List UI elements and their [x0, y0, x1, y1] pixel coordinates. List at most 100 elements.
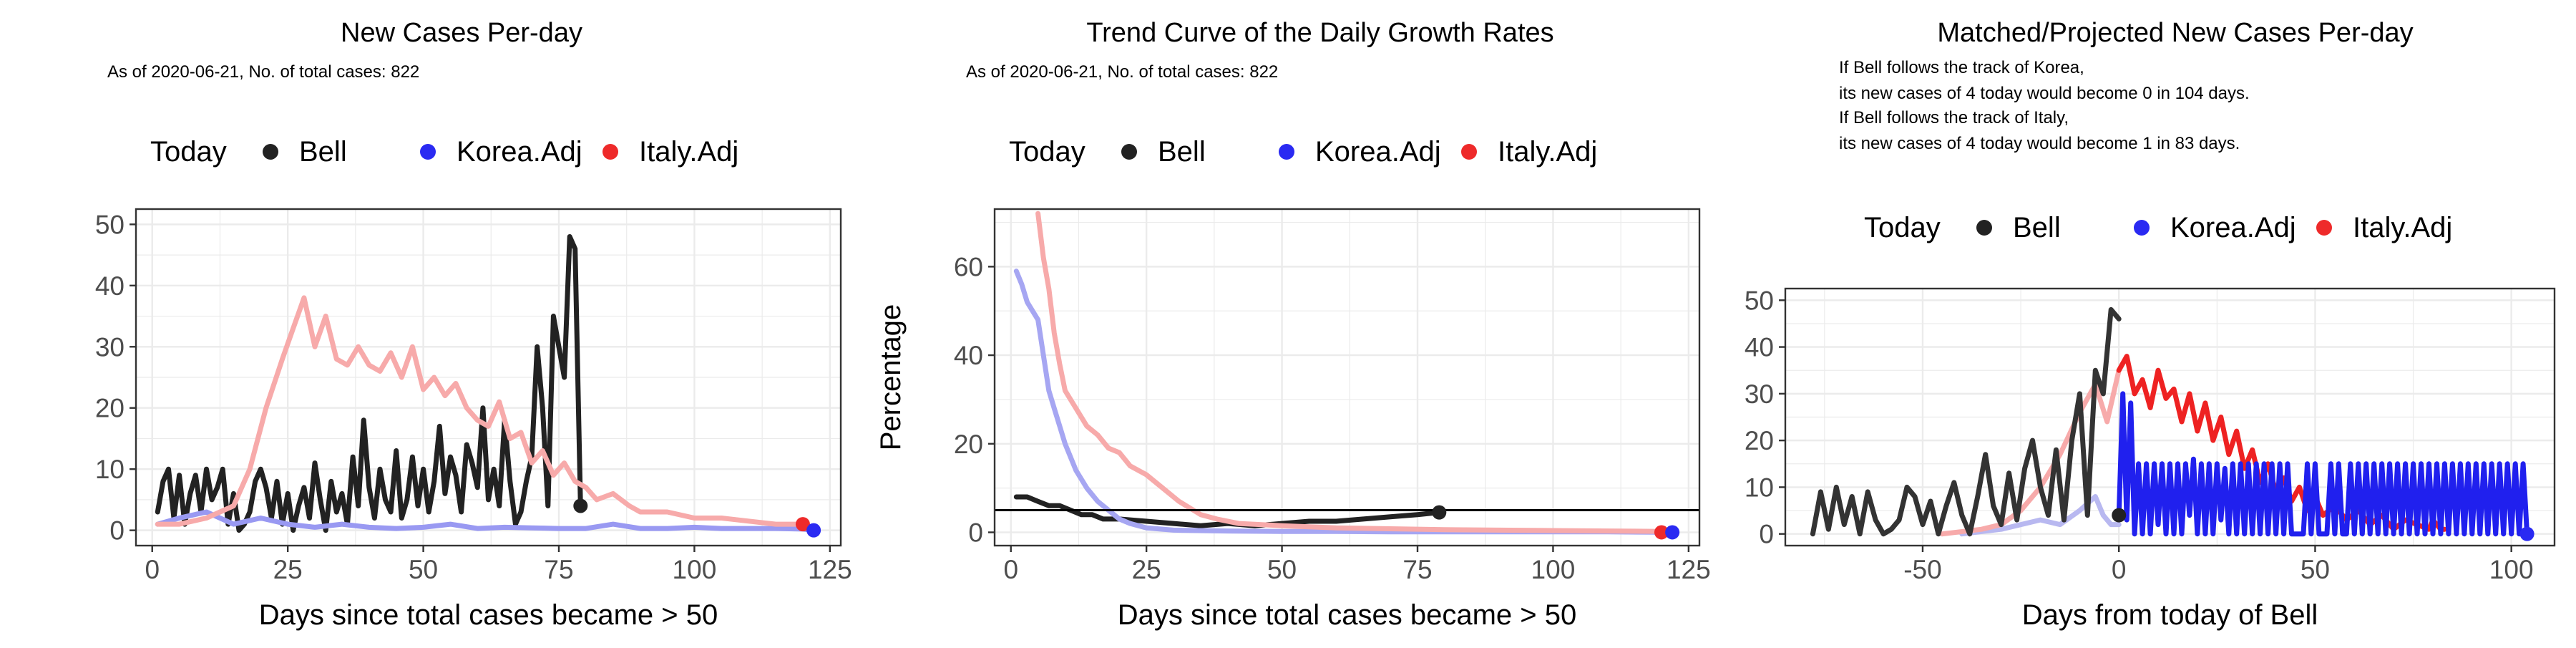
chart-subtitle: its new cases of 4 today would become 1 … — [1839, 134, 2240, 153]
y-tick-label: 20 — [95, 394, 125, 423]
legend-title: Today — [1864, 212, 1941, 243]
legend-label: Korea.Adj — [1315, 136, 1441, 168]
chart-title: New Cases Per-day — [341, 18, 582, 48]
y-tick-label: 40 — [1745, 333, 1774, 362]
y-tick-label: 30 — [1745, 379, 1774, 409]
x-tick-label: 0 — [1003, 555, 1018, 584]
today-point-korea-adj — [2519, 526, 2534, 541]
plot-border — [1784, 287, 2556, 547]
series-group — [155, 234, 816, 533]
legend-label: Bell — [2013, 212, 2061, 243]
y-tick-label: 10 — [95, 455, 125, 484]
series-line-korea-adj — [155, 509, 816, 533]
x-tick-label: 25 — [273, 555, 303, 584]
y-tick-label: 50 — [1745, 286, 1774, 315]
panel-projected: Matched/Projected New Cases Per-day If Be… — [1717, 0, 2576, 644]
legend-key-italy-adj — [602, 144, 618, 160]
y-axis-label: Percentage — [875, 304, 907, 451]
legend-key-korea-adj — [1279, 144, 1294, 160]
y-tick-label: 0 — [968, 518, 983, 547]
legend-key-korea-adj — [2134, 220, 2150, 236]
y-tick-label: 0 — [109, 516, 125, 546]
panel-growth-rates: Trend Curve of the Daily Growth Rates As … — [859, 0, 1717, 644]
x-tick-label: 100 — [2489, 555, 2534, 584]
legend-key-italy-adj — [1461, 144, 1477, 160]
legend-key-bell — [1121, 144, 1137, 160]
y-tick-label: 50 — [95, 210, 125, 239]
chart-new-cases: New Cases Per-day As of 2020-06-21, No. o… — [95, 18, 852, 631]
legend-label: Korea.Adj — [457, 136, 582, 168]
x-tick-label: 25 — [1132, 555, 1161, 584]
chart-title: Trend Curve of the Daily Growth Rates — [1086, 18, 1553, 48]
x-tick-label: 0 — [2112, 555, 2127, 584]
chart-title: Matched/Projected New Cases Per-day — [1937, 18, 2413, 48]
today-point-italy-adj — [1654, 525, 1669, 540]
chart-subtitle: As of 2020-06-21, No. of total cases: 82… — [107, 62, 419, 82]
y-tick-label: 30 — [95, 332, 125, 362]
x-tick-label: 0 — [145, 555, 160, 584]
x-tick-label: 75 — [544, 555, 573, 584]
x-tick-label: 75 — [1402, 555, 1432, 584]
x-tick-label: 100 — [673, 555, 717, 584]
y-tick-label: 40 — [95, 271, 125, 301]
legend-label: Korea.Adj — [2170, 212, 2296, 243]
legend-title: Today — [1009, 136, 1085, 168]
axes: 0 25 50 75 100 125 0 10 20 30 40 50 Days since total… — [95, 210, 852, 631]
y-tick-label: 40 — [954, 341, 983, 370]
plot-border — [993, 208, 1701, 547]
x-tick-label: 50 — [2301, 555, 2330, 584]
x-axis-label: Days since total cases became > 50 — [259, 599, 718, 631]
y-tick-label: 0 — [1759, 520, 1774, 549]
legend: Today Bell Korea.Adj Italy.Adj — [1864, 212, 2452, 243]
legend-key-bell — [1976, 220, 1992, 236]
today-point-bell — [1432, 505, 1447, 520]
series-line-italy-adj — [155, 295, 806, 527]
legend: Today Bell Korea.Adj Italy.Adj — [150, 136, 738, 168]
axes: 0 25 50 75 100 125 0 20 40 60 Days since total cas… — [875, 252, 1711, 631]
series-line-italy-adj — [1035, 211, 1664, 534]
x-tick-label: 50 — [409, 555, 438, 584]
chart-projected: Matched/Projected New Cases Per-day If Be… — [1745, 18, 2556, 631]
series-line-italy-adj-matched- — [1939, 367, 2122, 537]
legend-key-italy-adj — [2316, 220, 2332, 236]
plot-border — [135, 208, 842, 547]
x-tick-label: 100 — [1531, 555, 1576, 584]
legend-label: Italy.Adj — [2353, 212, 2452, 243]
series-line-bell — [1810, 306, 2122, 537]
y-tick-label: 20 — [1745, 426, 1774, 455]
series-line-korea-adj — [1013, 269, 1675, 535]
legend-label: Bell — [299, 136, 347, 168]
x-axis-label: Days from today of Bell — [2022, 599, 2318, 631]
today-point-bell — [573, 498, 588, 513]
axes: -50 0 50 100 0 10 20 30 40 50 Days from today of B… — [1745, 286, 2534, 631]
chart-subtitle: If Bell follows the track of Korea, — [1839, 58, 2084, 77]
y-tick-label: 10 — [1745, 473, 1774, 502]
series-group — [1013, 211, 1675, 535]
gridlines — [995, 209, 1699, 546]
today-point-italy-adj — [795, 517, 810, 532]
today-point-korea-adj — [1665, 525, 1680, 540]
legend-label: Italy.Adj — [639, 136, 738, 168]
series-line-italy-adj — [2116, 354, 2447, 532]
series-line-bell — [1013, 494, 1442, 528]
series-group — [1810, 306, 2530, 537]
chart-subtitle: If Bell follows the track of Italy, — [1839, 108, 2069, 127]
today-point-korea-adj — [806, 523, 821, 538]
legend-title: Today — [150, 136, 227, 168]
chart-growth-rates: Trend Curve of the Daily Growth Rates As … — [875, 18, 1711, 631]
x-tick-label: 125 — [1667, 555, 1711, 584]
x-tick-label: 50 — [1267, 555, 1297, 584]
x-tick-label: -50 — [1903, 555, 1941, 584]
y-tick-label: 20 — [954, 430, 983, 459]
legend: Today Bell Korea.Adj Italy.Adj — [1009, 136, 1597, 168]
legend-key-korea-adj — [420, 144, 436, 160]
x-tick-label: 125 — [808, 555, 852, 584]
y-tick-label: 60 — [954, 252, 983, 281]
chart-subtitle: As of 2020-06-21, No. of total cases: 82… — [966, 62, 1278, 82]
series-line-korea-adj-matched- — [1959, 494, 2122, 537]
legend-label: Italy.Adj — [1498, 136, 1597, 168]
today-point-bell — [2112, 508, 2127, 523]
legend-label: Bell — [1158, 136, 1206, 168]
legend-key-bell — [263, 144, 278, 160]
series-line-korea-adj — [2116, 391, 2530, 537]
